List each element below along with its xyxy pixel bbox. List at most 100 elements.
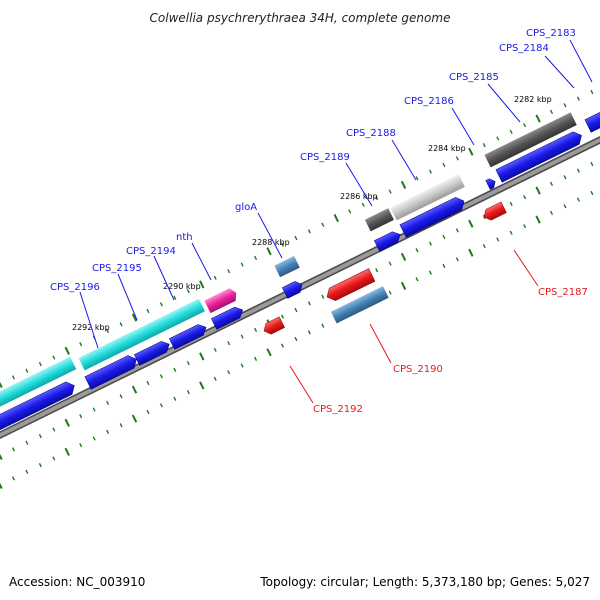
tick-mark — [307, 301, 311, 306]
tick-mark — [280, 242, 285, 247]
accession-label: Accession: NC_003910 — [9, 575, 145, 589]
cds-arrow-forward[interactable] — [84, 353, 140, 390]
tick-mark — [496, 237, 500, 242]
gene-label[interactable]: CPS_2189 — [300, 152, 350, 163]
tick-mark — [240, 363, 244, 368]
tick-mark — [294, 307, 298, 313]
gene-label[interactable]: CPS_2192 — [313, 404, 363, 415]
tick-mark — [468, 248, 474, 257]
genome-summary: Topology: circular; Length: 5,373,180 bp… — [259, 575, 590, 589]
tick-mark — [38, 462, 42, 468]
tick-mark — [11, 447, 15, 452]
tick-label: 2290 kbp — [163, 282, 201, 291]
cds-arrow-reverse[interactable] — [324, 268, 376, 304]
cds-arrow-reverse[interactable] — [481, 201, 507, 222]
tick-mark — [576, 197, 580, 202]
tick-label: 2282 kbp — [514, 95, 552, 104]
tick-mark — [563, 204, 567, 209]
tick-mark — [119, 423, 123, 428]
cds-arrow-forward[interactable] — [495, 129, 585, 183]
cds-arrow-reverse[interactable] — [261, 316, 285, 337]
tick-mark — [38, 361, 42, 367]
cds-arrow-forward[interactable] — [282, 279, 304, 299]
tick-mark — [468, 219, 474, 228]
cds-arrow-forward[interactable] — [211, 304, 245, 330]
tick-mark — [280, 343, 285, 348]
gene-label[interactable]: CPS_2196 — [50, 282, 100, 293]
feature-bar-magenta[interactable] — [204, 286, 239, 314]
feature-track — [0, 112, 577, 419]
tick-mark — [106, 400, 110, 406]
tick-mark — [266, 348, 272, 357]
gene-label[interactable]: CPS_2190 — [393, 364, 443, 375]
gene-label[interactable]: CPS_2184 — [499, 43, 549, 54]
tick-mark — [79, 414, 83, 419]
tick-mark — [227, 370, 231, 375]
gene-label[interactable]: CPS_2187 — [538, 287, 588, 298]
tick-mark — [294, 336, 298, 342]
tick-mark — [199, 352, 205, 361]
tick-mark — [254, 356, 258, 362]
tick-mark — [294, 235, 298, 241]
tick-mark — [307, 330, 311, 335]
cds-arrow-forward[interactable] — [169, 322, 208, 350]
cds-arrow-forward[interactable] — [134, 339, 172, 366]
tick-mark — [509, 201, 513, 206]
feature-bar-steelblue[interactable] — [274, 255, 300, 278]
tick-mark — [25, 440, 29, 445]
tick-mark — [106, 429, 110, 435]
tick-label: 2284 kbp — [428, 144, 466, 153]
tick-mark — [415, 277, 419, 282]
cds-arrow-forward[interactable] — [374, 229, 403, 252]
feature-bar-cyan[interactable] — [0, 356, 77, 419]
tick-mark — [199, 280, 205, 289]
tick-mark — [280, 314, 285, 319]
tick-mark — [550, 210, 554, 216]
tick-mark — [159, 374, 163, 379]
feature-bar-lightgray[interactable] — [390, 174, 465, 221]
feature-bar-darkgray[interactable] — [484, 112, 577, 168]
tick-mark — [227, 341, 231, 346]
gene-label[interactable]: CPS_2188 — [346, 128, 396, 139]
tick-mark — [106, 328, 110, 334]
tick-mark — [307, 229, 311, 234]
gene-label[interactable]: CPS_2185 — [449, 72, 499, 83]
gene-label[interactable]: CPS_2186 — [404, 96, 454, 107]
tick-mark — [146, 380, 150, 386]
tick-mark — [388, 290, 392, 295]
tick-mark — [563, 175, 567, 180]
tick-mark — [159, 302, 163, 307]
cds-arrow-forward[interactable] — [485, 177, 498, 190]
label-leaders — [79, 39, 593, 404]
feature-bar-cyan[interactable] — [78, 298, 205, 371]
tick-mark — [375, 268, 379, 273]
tick-mark — [442, 234, 446, 240]
tick-mark — [0, 381, 3, 389]
tick-mark — [590, 161, 594, 167]
tick-mark — [482, 142, 486, 148]
tick-mark — [38, 433, 42, 439]
cds-arrow-forward[interactable] — [584, 108, 600, 133]
tick-mark — [213, 347, 217, 352]
gene-label[interactable]: CPS_2194 — [126, 246, 176, 257]
feature-bar-steelblue[interactable] — [330, 286, 389, 324]
gene-label[interactable]: nth — [176, 232, 193, 243]
tick-mark — [400, 252, 407, 261]
tick-mark — [523, 123, 527, 128]
tick-mark — [348, 209, 352, 214]
tick-mark — [186, 389, 190, 395]
tick-mark — [0, 482, 3, 490]
cds-arrow-forward[interactable] — [0, 379, 77, 434]
tick-mark — [361, 202, 365, 207]
tick-mark — [428, 270, 432, 275]
gene-label[interactable]: CPS_2195 — [92, 263, 142, 274]
feature-bar-darkgray[interactable] — [364, 208, 394, 232]
tick-mark — [254, 255, 258, 261]
gene-label[interactable]: CPS_2183 — [526, 28, 576, 39]
tick-mark — [186, 288, 190, 294]
tick-mark — [442, 162, 446, 168]
gene-label[interactable]: gloA — [235, 202, 257, 213]
cds-arrow-forward[interactable] — [399, 195, 467, 238]
tick-mark — [576, 96, 580, 101]
tick-mark — [415, 248, 419, 253]
